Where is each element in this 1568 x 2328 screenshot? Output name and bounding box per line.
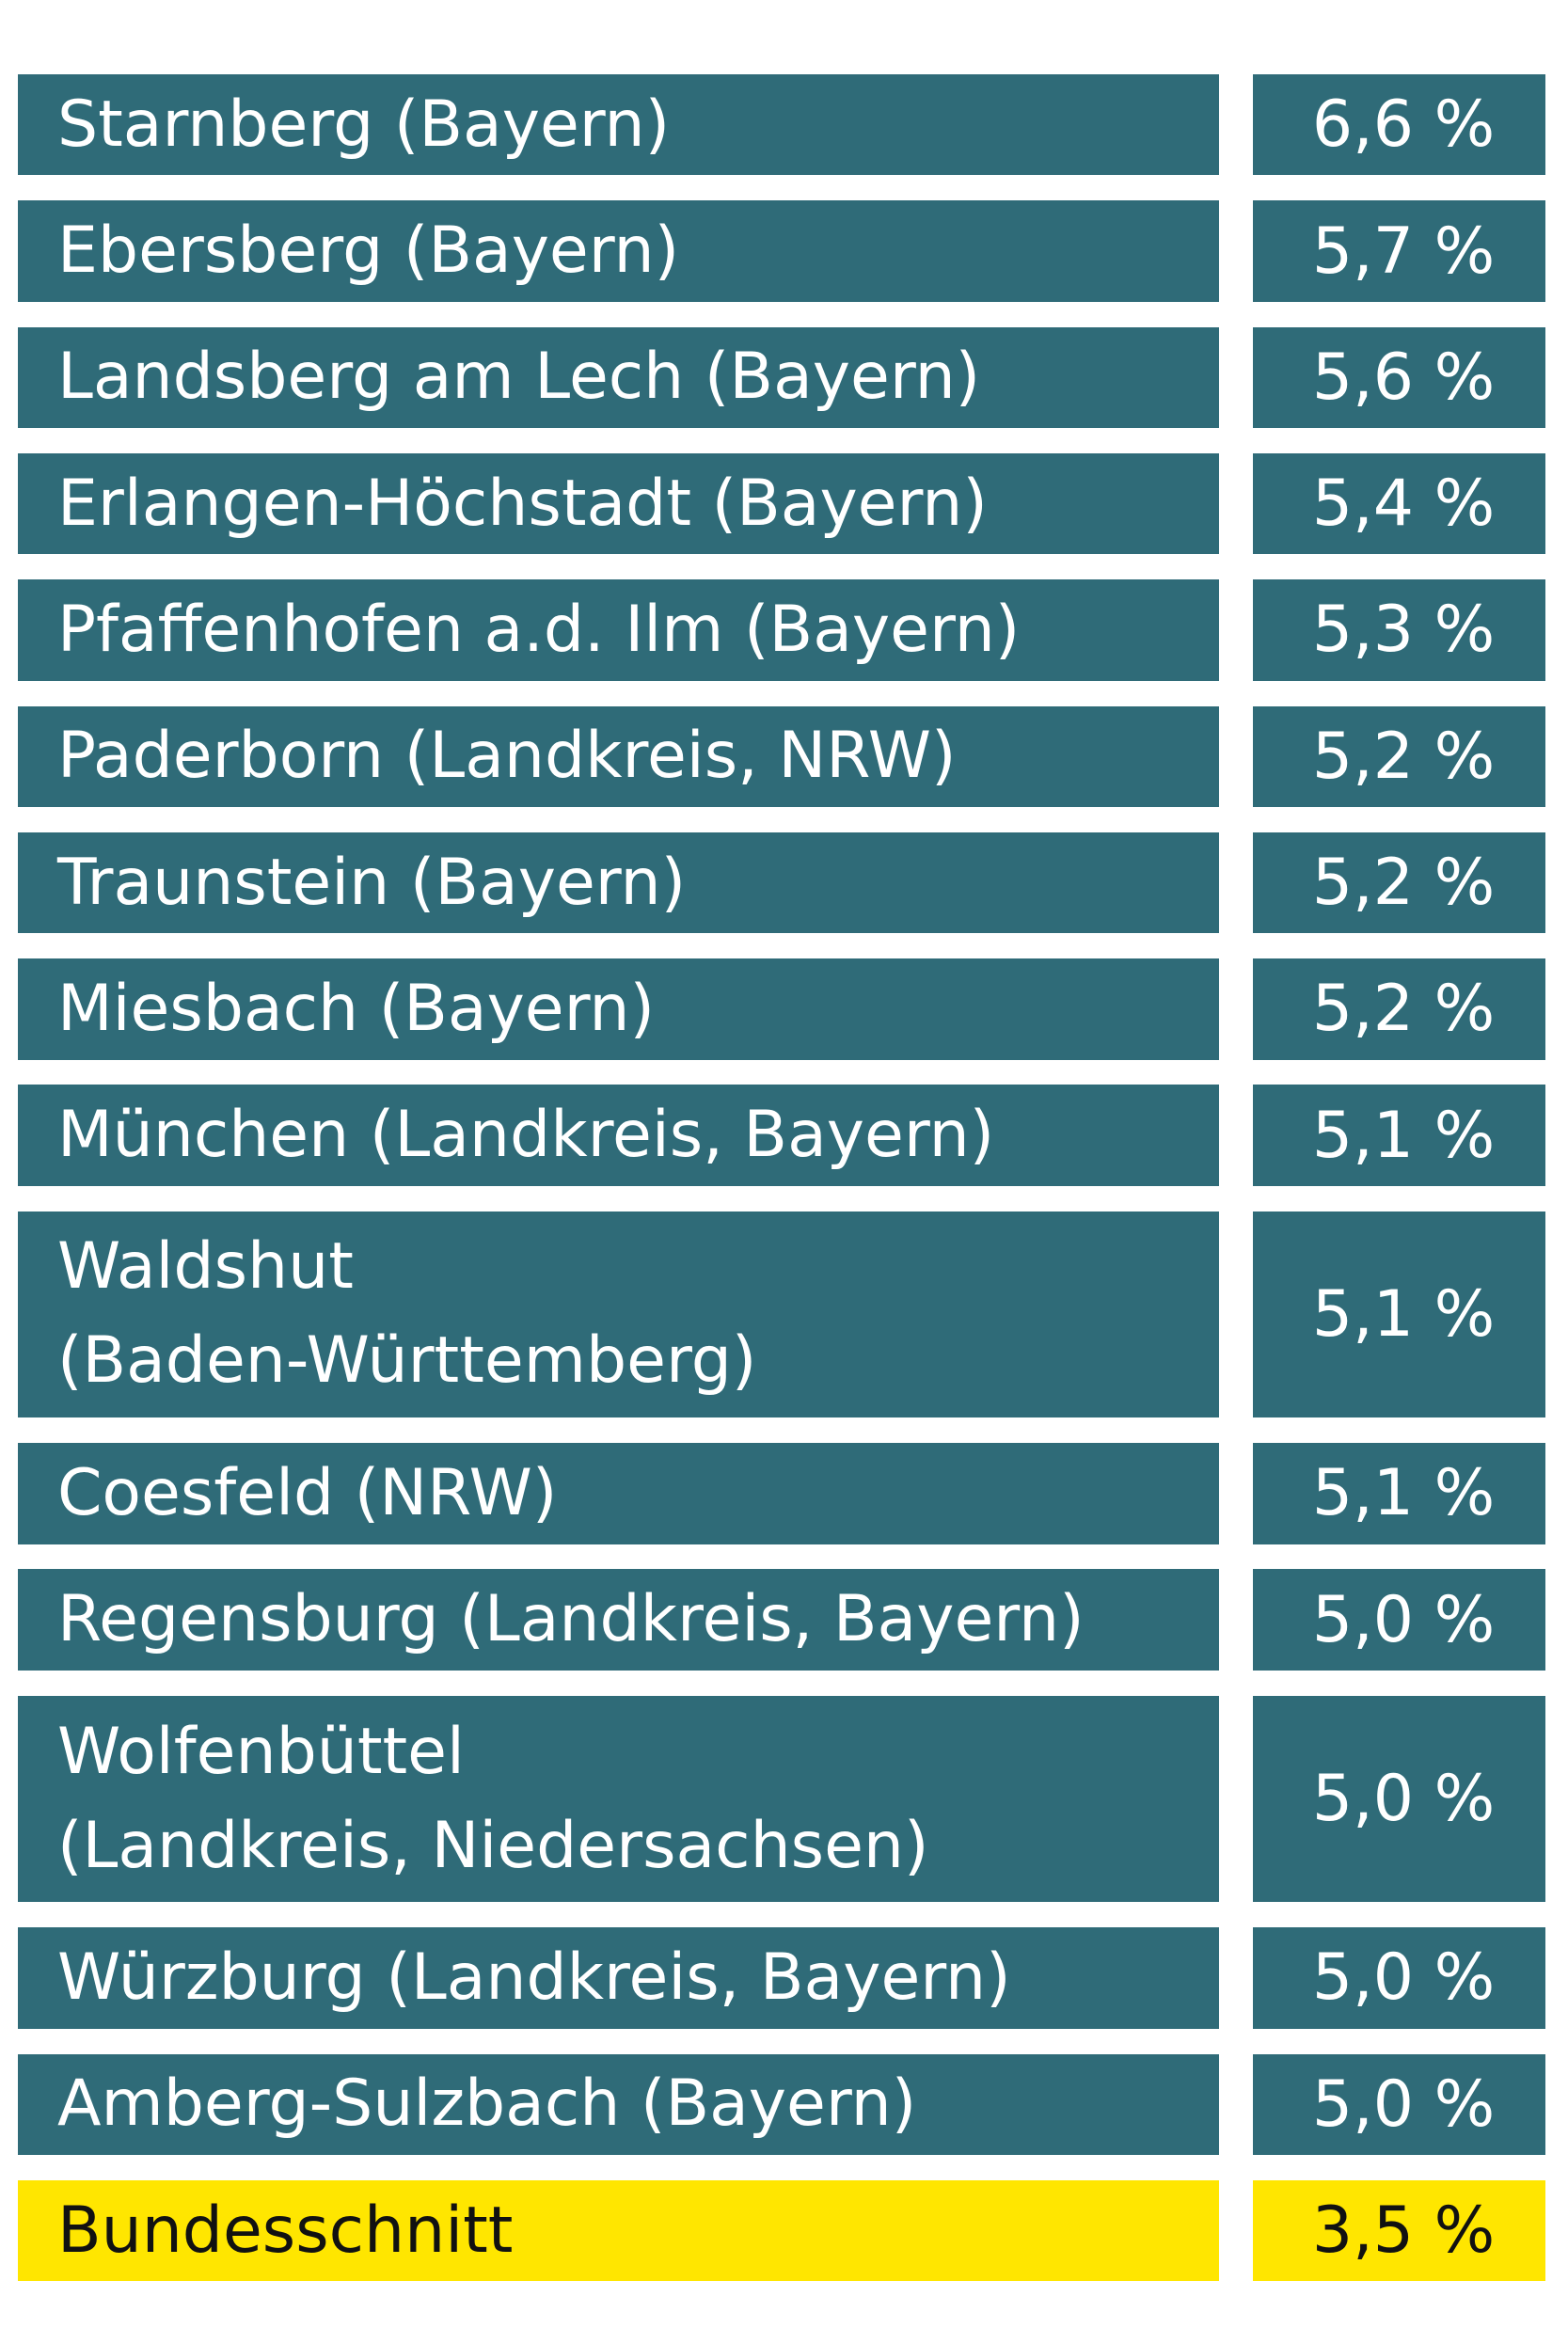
row-label: Würzburg (Landkreis, Bayern) [56, 1940, 1011, 2015]
row-label-cell: Würzburg (Landkreis, Bayern) [17, 1927, 1219, 2029]
row-value: 5,0 % [1252, 1695, 1546, 1903]
row-label-cell: Pfaffenhofen a.d. Ilm (Bayern) [17, 579, 1219, 681]
row-label-cell: Erlangen-Höchstadt (Bayern) [17, 452, 1219, 555]
row-label-cell: Amberg-Sulzbach (Bayern) [17, 2053, 1219, 2155]
row-label: Landsberg am Lech (Bayern) [56, 340, 981, 415]
row-label-cell: Wolfenbüttel (Landkreis, Niedersachsen) [17, 1695, 1219, 1903]
row-label: Traunstein (Bayern) [56, 845, 687, 920]
row-label: München (Landkreis, Bayern) [56, 1098, 995, 1173]
row-value: 5,6 % [1252, 326, 1546, 429]
row-label-cell: Bundesschnitt [17, 2179, 1219, 2282]
row-value: 5,2 % [1252, 831, 1546, 934]
row-value: 5,1 % [1252, 1211, 1546, 1418]
row-label: Miesbach (Bayern) [56, 971, 656, 1046]
row-label: Wolfenbüttel [56, 1714, 465, 1789]
row-value: 5,3 % [1252, 579, 1546, 681]
row-label: Coesfeld (NRW) [56, 1455, 558, 1530]
row-label-cell: Traunstein (Bayern) [17, 831, 1219, 934]
row-value: 5,2 % [1252, 958, 1546, 1060]
row-value: 5,7 % [1252, 200, 1546, 302]
row-value: 5,1 % [1252, 1085, 1546, 1186]
row-label: Erlangen-Höchstadt (Bayern) [56, 466, 988, 541]
row-label: Pfaffenhofen a.d. Ilm (Bayern) [56, 592, 1021, 667]
row-label: Paderborn (Landkreis, NRW) [56, 719, 957, 794]
row-label-cell: München (Landkreis, Bayern) [17, 1085, 1219, 1186]
row-label: Bundesschnitt [56, 2193, 514, 2268]
row-value: 5,1 % [1252, 1443, 1546, 1544]
row-label: (Landkreis, Niedersachsen) [56, 1808, 929, 1883]
row-label: Starnberg (Bayern) [56, 87, 671, 162]
row-label-cell: Miesbach (Bayern) [17, 958, 1219, 1060]
row-label: Amberg-Sulzbach (Bayern) [56, 2067, 917, 2142]
row-value: 5,2 % [1252, 705, 1546, 807]
row-label-cell: Regensburg (Landkreis, Bayern) [17, 1569, 1219, 1671]
row-label-cell: Paderborn (Landkreis, NRW) [17, 705, 1219, 807]
row-label-cell: Starnberg (Bayern) [17, 74, 1219, 176]
row-label: (Baden-Württemberg) [56, 1323, 757, 1399]
row-label-cell: Landsberg am Lech (Bayern) [17, 326, 1219, 429]
row-value: 5,0 % [1252, 2053, 1546, 2155]
row-value: 3,5 % [1252, 2179, 1546, 2282]
row-label-cell: Ebersberg (Bayern) [17, 200, 1219, 302]
row-label: Ebersberg (Bayern) [56, 214, 680, 289]
row-label: Waldshut [56, 1229, 354, 1305]
row-value: 5,4 % [1252, 452, 1546, 555]
row-value: 5,0 % [1252, 1927, 1546, 2029]
row-label-cell: Waldshut (Baden-Württemberg) [17, 1211, 1219, 1418]
row-value: 6,6 % [1252, 74, 1546, 176]
row-label: Regensburg (Landkreis, Bayern) [56, 1582, 1085, 1657]
row-label-cell: Coesfeld (NRW) [17, 1443, 1219, 1544]
row-value: 5,0 % [1252, 1569, 1546, 1671]
